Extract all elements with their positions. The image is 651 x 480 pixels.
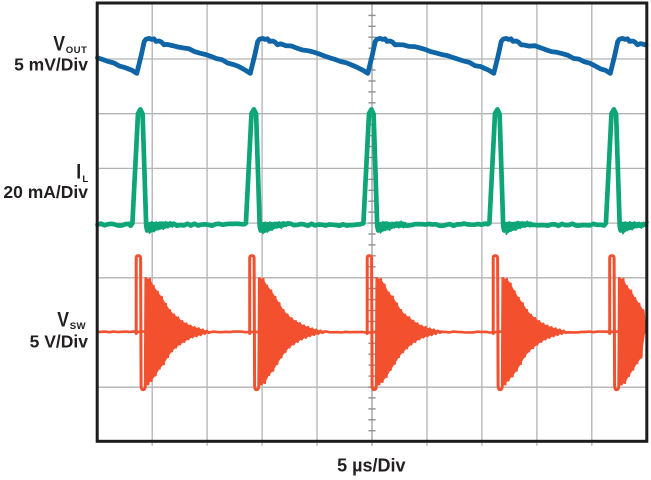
svg-text:V: V: [53, 32, 65, 56]
svg-text:20 mA/Div: 20 mA/Div: [3, 182, 88, 202]
svg-text:V: V: [57, 308, 69, 332]
svg-text:SW: SW: [70, 321, 87, 332]
svg-text:5 µs/Div: 5 µs/Div: [337, 455, 405, 475]
svg-text:5 mV/Div: 5 mV/Div: [14, 54, 88, 74]
svg-text:OUT: OUT: [66, 45, 88, 56]
svg-text:I: I: [76, 160, 81, 184]
svg-text:L: L: [82, 174, 88, 185]
svg-text:5 V/Div: 5 V/Div: [30, 332, 89, 352]
